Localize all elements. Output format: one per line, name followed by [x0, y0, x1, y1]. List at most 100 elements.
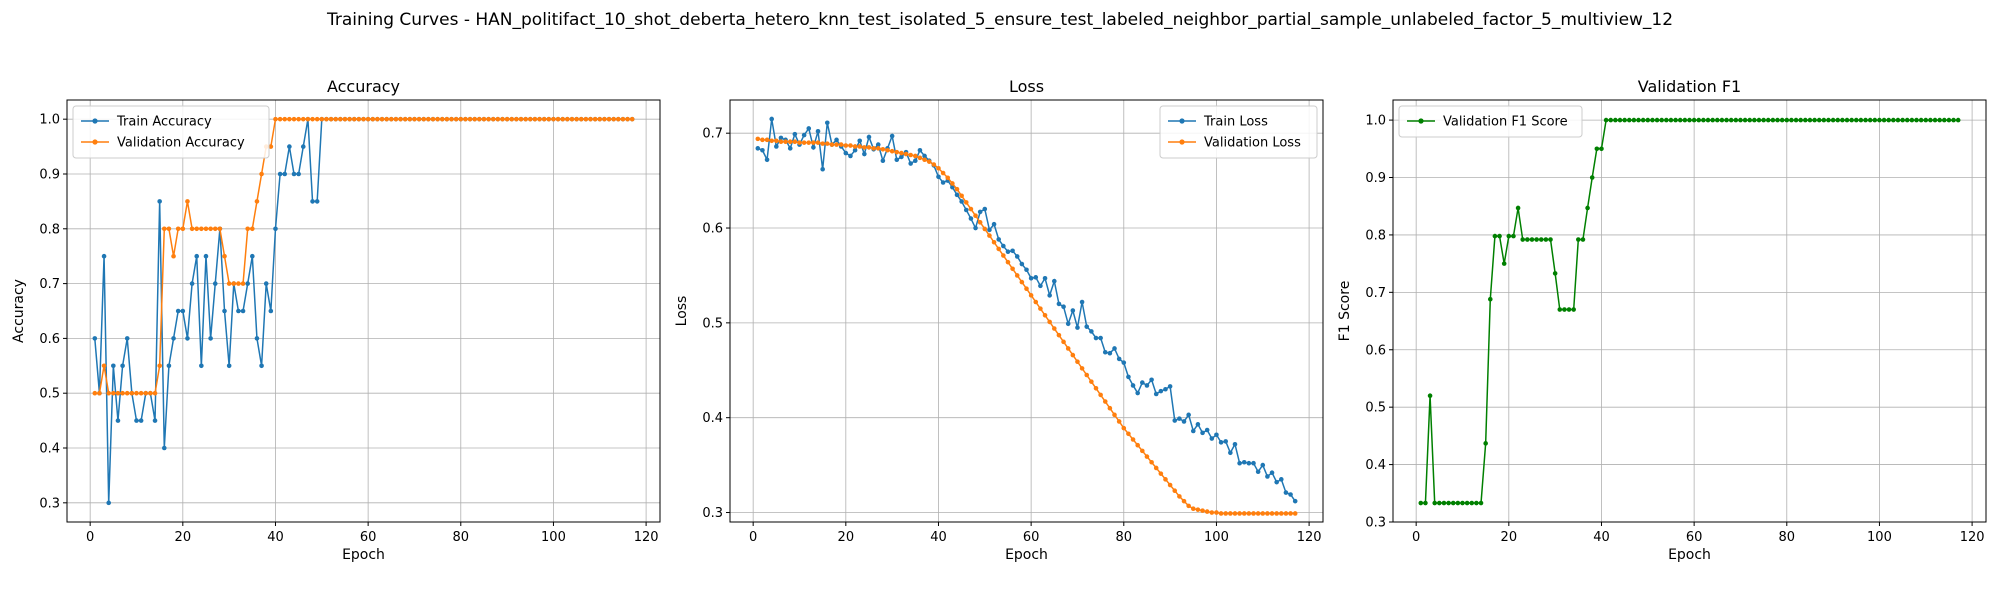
data-point — [1047, 293, 1052, 298]
y-tick-label: 0.7 — [702, 127, 723, 142]
x-tick-label: 60 — [360, 530, 377, 545]
legend-box — [1398, 105, 1583, 138]
data-point — [1237, 511, 1242, 516]
data-point — [820, 166, 825, 172]
data-point — [1937, 117, 1942, 123]
data-point — [1214, 510, 1219, 515]
data-point — [120, 363, 125, 369]
data-point — [523, 116, 528, 122]
data-point — [324, 116, 329, 122]
x-tick-label: 100 — [541, 530, 566, 545]
chart-panel-3: 0 20 40 60 80 100 120 0.3 0.4 0.5 0.6 0.7 0.8 0.9 1.0 V… — [1337, 77, 1987, 563]
x-tick-label: 40 — [1593, 530, 1610, 545]
data-point — [1562, 307, 1567, 312]
data-point — [300, 116, 306, 122]
data-point — [611, 116, 616, 122]
data-point — [889, 133, 895, 139]
data-point — [1033, 299, 1039, 305]
y-axis-label: F1 Score — [1337, 281, 1353, 342]
data-point — [778, 139, 784, 145]
data-point — [402, 116, 408, 122]
data-point — [922, 153, 927, 159]
data-point — [166, 363, 172, 369]
data-point — [848, 153, 853, 159]
data-point — [1603, 117, 1609, 123]
data-point — [1181, 498, 1187, 504]
data-point — [1014, 254, 1020, 259]
data-point — [148, 390, 153, 396]
data-point — [1163, 386, 1168, 392]
data-point — [987, 227, 992, 233]
data-point — [950, 181, 955, 186]
legend: Train Loss Validation Loss — [1159, 105, 1318, 159]
data-point — [1107, 350, 1113, 356]
data-point — [143, 390, 149, 396]
data-point — [1283, 511, 1289, 516]
data-point — [426, 116, 431, 122]
data-point — [625, 116, 630, 122]
data-point — [171, 253, 176, 259]
data-point — [1056, 332, 1062, 338]
y-tick-label: 0.9 — [39, 167, 60, 182]
data-point — [467, 116, 473, 122]
data-point — [199, 363, 204, 369]
data-point — [245, 281, 250, 286]
data-point — [1724, 117, 1729, 123]
legend-entry: Validation Accuracy — [117, 136, 245, 151]
data-point — [801, 140, 807, 145]
data-point — [194, 253, 200, 259]
data-point — [1112, 346, 1117, 351]
data-point — [1130, 383, 1136, 388]
data-point — [829, 142, 835, 147]
data-point — [1149, 459, 1154, 465]
y-tick-label: 0.7 — [1365, 286, 1386, 301]
y-tick-label: 0.9 — [1365, 171, 1386, 186]
data-point — [430, 116, 436, 122]
data-point — [899, 150, 904, 156]
data-point — [208, 226, 213, 232]
data-point — [1089, 379, 1094, 384]
data-point — [347, 116, 352, 122]
data-point — [250, 226, 255, 232]
data-point — [620, 116, 626, 122]
data-point — [1283, 490, 1289, 495]
plot-frame — [729, 99, 1324, 523]
data-point — [1093, 335, 1099, 341]
data-point — [1487, 296, 1493, 302]
data-point — [578, 116, 584, 122]
data-point — [996, 237, 1001, 242]
data-point — [792, 139, 798, 145]
data-point — [592, 116, 598, 122]
data-point — [1803, 117, 1808, 123]
data-point — [834, 137, 839, 143]
data-point — [1288, 511, 1293, 516]
data-point — [1728, 117, 1734, 123]
data-point — [282, 171, 288, 177]
data-point — [1056, 301, 1062, 307]
data-point — [189, 226, 195, 232]
data-point — [1909, 117, 1915, 123]
data-point — [463, 116, 468, 122]
data-point — [250, 253, 255, 259]
data-point — [500, 116, 505, 122]
data-point — [537, 116, 542, 122]
data-point — [1955, 117, 1961, 123]
data-point — [342, 116, 348, 122]
y-tick-label: 0.5 — [1365, 401, 1386, 416]
data-point — [180, 308, 186, 314]
data-point — [1098, 335, 1103, 341]
data-point — [1158, 388, 1164, 394]
data-point — [1190, 428, 1196, 434]
data-point — [889, 148, 895, 154]
y-tick-label: 0.5 — [702, 316, 723, 331]
data-point — [1548, 237, 1553, 242]
legend-entry: Validation F1 Score — [1443, 115, 1568, 130]
data-point — [977, 209, 983, 215]
data-point — [477, 116, 482, 122]
x-tick-label: 120 — [1960, 530, 1985, 545]
data-point — [1121, 425, 1127, 431]
data-point — [527, 116, 533, 122]
data-point — [1126, 431, 1131, 437]
data-point — [1446, 500, 1451, 506]
data-point — [166, 226, 172, 232]
